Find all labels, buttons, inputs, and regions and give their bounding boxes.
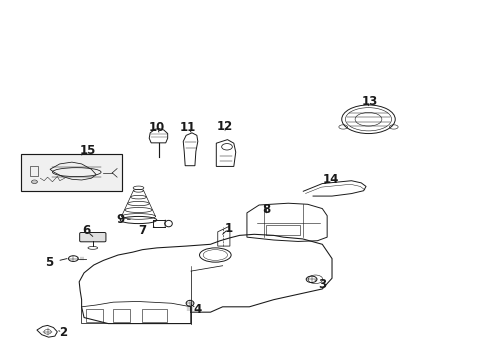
Text: 3: 3 — [314, 278, 325, 291]
Text: 2: 2 — [59, 327, 67, 339]
Text: 11: 11 — [180, 121, 196, 134]
Text: 14: 14 — [322, 173, 339, 186]
Text: 4: 4 — [191, 303, 201, 316]
Text: 12: 12 — [217, 120, 233, 133]
Text: 5: 5 — [45, 256, 67, 269]
Bar — [21, 154, 122, 192]
FancyBboxPatch shape — [80, 233, 106, 242]
Text: 10: 10 — [148, 121, 165, 134]
Text: 6: 6 — [82, 224, 93, 237]
Text: 7: 7 — [138, 224, 154, 237]
Text: 15: 15 — [80, 144, 96, 157]
Text: 9: 9 — [116, 213, 130, 226]
Text: 13: 13 — [361, 95, 377, 108]
Text: 8: 8 — [262, 203, 270, 216]
Text: 1: 1 — [222, 222, 232, 235]
